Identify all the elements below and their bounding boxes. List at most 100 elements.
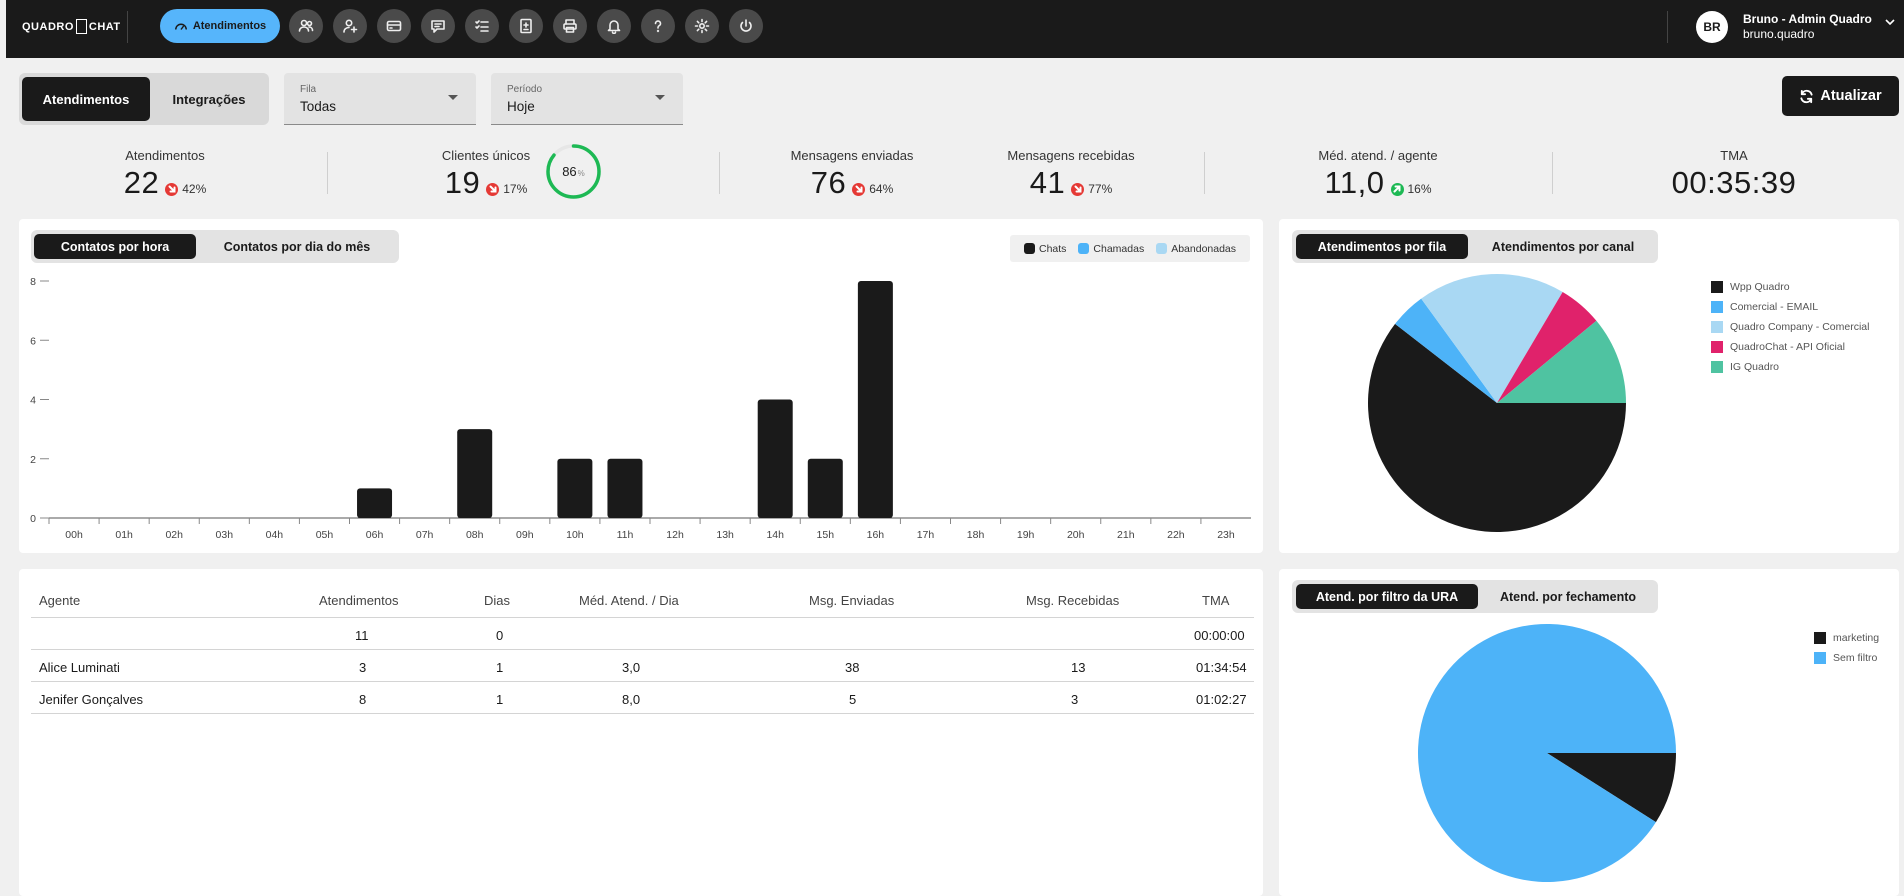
col-header-msg-enviadas[interactable]: Msg. Enviadas (809, 593, 895, 608)
progress-ring (546, 144, 601, 199)
legend-item[interactable]: Quadro Company - Comercial (1711, 317, 1869, 337)
caret-down-icon (448, 95, 458, 100)
tab-integracoes[interactable]: Integrações (172, 91, 246, 107)
tab-atend-por-fechamento[interactable]: Atend. por fechamento (1499, 589, 1637, 604)
table-row[interactable]: 11 0 00:00:00 (31, 618, 1254, 650)
table-row[interactable]: Jenifer Gonçalves 8 1 8,0 5 3 01:02:27 (31, 682, 1254, 714)
stat-value: 00:35:39 (1671, 165, 1797, 200)
nav-messages-button[interactable] (421, 9, 455, 43)
stat-clientes-unicos: Clientes únicos 19 17% (436, 148, 536, 201)
legend-swatch (1711, 321, 1723, 333)
legend-item-chats[interactable]: Chats (1023, 243, 1066, 255)
refresh-button[interactable]: Atualizar (1782, 76, 1899, 116)
queue-icon (386, 20, 402, 32)
trend-down-icon (486, 182, 500, 196)
pie-slice-comercial-email[interactable] (1395, 298, 1497, 403)
tab-atendimentos-por-canal[interactable]: Atendimentos por canal (1491, 239, 1635, 254)
stat-value: 22 (123, 165, 160, 200)
nav-reports-button[interactable] (509, 9, 543, 43)
legend-item[interactable]: QuadroChat - API Oficial (1711, 337, 1869, 357)
legend-swatch (1711, 281, 1723, 293)
nav-help-button[interactable] (641, 9, 675, 43)
pie-slice-quadro-company-comercial[interactable] (1421, 274, 1563, 403)
table-row[interactable]: Alice Luminati 3 1 3,0 38 13 01:34:54 (31, 650, 1254, 682)
pie-slice-sem-filtro[interactable] (1418, 624, 1676, 882)
stat-label: TMA (1720, 148, 1748, 163)
bar-chats-11h[interactable] (607, 458, 643, 518)
legend-item-chamadas[interactable]: Chamadas (1078, 243, 1144, 255)
nav-tasks-button[interactable] (465, 9, 499, 43)
stat-tma: TMA 00:35:39 (1654, 148, 1814, 201)
nav-notifications-button[interactable] (597, 9, 631, 43)
stat-media-agente: Méd. atend. / agente 11,0 16% (1308, 148, 1448, 201)
chevron-down-icon[interactable] (1884, 16, 1896, 28)
col-header-media-dia[interactable]: Méd. Atend. / Dia (579, 593, 679, 608)
task-list-icon (475, 20, 489, 32)
tab-atendimentos[interactable]: Atendimentos (22, 77, 150, 121)
legend-swatch (1078, 243, 1090, 254)
cell-agente: Jenifer Gonçalves (39, 692, 144, 707)
periodo-select[interactable]: Período Hoje (491, 73, 683, 125)
legend-item[interactable]: Wpp Quadro (1711, 277, 1869, 297)
stat-delta: 42% (165, 182, 206, 196)
nav-logout-button[interactable] (729, 9, 763, 43)
agents-table: Agente Atendimentos Dias Méd. Atend. / D… (31, 585, 1254, 714)
legend-item[interactable]: Sem filtro (1814, 648, 1879, 668)
nav-settings-button[interactable] (685, 9, 719, 43)
nav-atendimentos-button[interactable]: Atendimentos (160, 9, 280, 43)
bar-chats-15h[interactable] (807, 458, 843, 518)
bar-chats-06h[interactable] (357, 488, 393, 518)
nav-print-button[interactable] (553, 9, 587, 43)
bar-chats-14h[interactable] (757, 399, 793, 519)
legend-swatch (1711, 301, 1723, 313)
bar-chats-08h[interactable] (457, 429, 493, 518)
tab-contatos-por-hora[interactable]: Contatos por hora (34, 234, 196, 259)
add-user-icon (343, 19, 358, 33)
col-header-dias[interactable]: Dias (484, 593, 511, 608)
periodo-label: Período (507, 84, 543, 95)
col-header-msg-recebidas[interactable]: Msg. Recebidas (1026, 593, 1120, 608)
contacts-icon (298, 19, 314, 32)
legend-item[interactable]: marketing (1814, 628, 1879, 648)
y-tick-label: 4 (30, 395, 36, 407)
cell-msg-enviadas: 5 (849, 692, 857, 707)
col-header-tma[interactable]: TMA (1202, 593, 1230, 608)
legend-item[interactable]: IG Quadro (1711, 357, 1869, 377)
stat-label: Mensagens enviadas (790, 148, 914, 163)
refresh-label: Atualizar (1820, 88, 1882, 104)
legend-item[interactable]: Comercial - EMAIL (1711, 297, 1869, 317)
pie-slice-marketing[interactable] (1547, 753, 1676, 823)
pie-slice-quadrochat-api-oficial[interactable] (1497, 291, 1597, 403)
col-header-atendimentos[interactable]: Atendimentos (319, 593, 399, 608)
tab-contatos-por-dia[interactable]: Contatos por dia do mês (223, 239, 371, 254)
x-tick-label: 04h (266, 529, 284, 541)
pie-slice-wpp-quadro[interactable] (1368, 323, 1626, 532)
avatar[interactable]: BR (1696, 11, 1728, 43)
nav-queue-button[interactable] (377, 9, 411, 43)
gear-icon (694, 18, 710, 34)
stat-delta-value: 64% (869, 182, 894, 196)
tab-atendimentos-por-fila[interactable]: Atendimentos por fila (1296, 234, 1468, 259)
tab-atend-por-filtro-ura[interactable]: Atend. por filtro da URA (1296, 584, 1478, 609)
x-tick-label: 08h (466, 529, 484, 541)
legend-item-abandonadas[interactable]: Abandonadas (1156, 243, 1236, 255)
x-tick-label: 20h (1067, 529, 1085, 541)
legend-label: Wpp Quadro (1730, 281, 1790, 293)
nav-contacts-button[interactable] (289, 9, 323, 43)
nav-add-user-button[interactable] (333, 9, 367, 43)
bar-chats-16h[interactable] (857, 281, 893, 518)
fila-select[interactable]: Fila Todas (284, 73, 476, 125)
legend-label: Quadro Company - Comercial (1730, 321, 1870, 333)
user-name[interactable]: Bruno - Admin Quadro (1743, 12, 1872, 26)
app-logo[interactable]: QUADRO CHAT (22, 19, 121, 34)
pie-slice-ig-quadro[interactable] (1497, 320, 1626, 403)
legend-swatch (1711, 361, 1723, 373)
bar-chats-10h[interactable] (557, 458, 593, 518)
col-header-agente[interactable]: Agente (39, 593, 81, 608)
table-header-row: Agente Atendimentos Dias Méd. Atend. / D… (31, 585, 1254, 618)
stat-value: 41 (1029, 165, 1066, 200)
trend-up-icon (1390, 182, 1404, 196)
trend-down-icon (852, 182, 866, 196)
cell-tma: 01:34:54 (1196, 660, 1247, 675)
legend-swatch (1023, 243, 1035, 254)
